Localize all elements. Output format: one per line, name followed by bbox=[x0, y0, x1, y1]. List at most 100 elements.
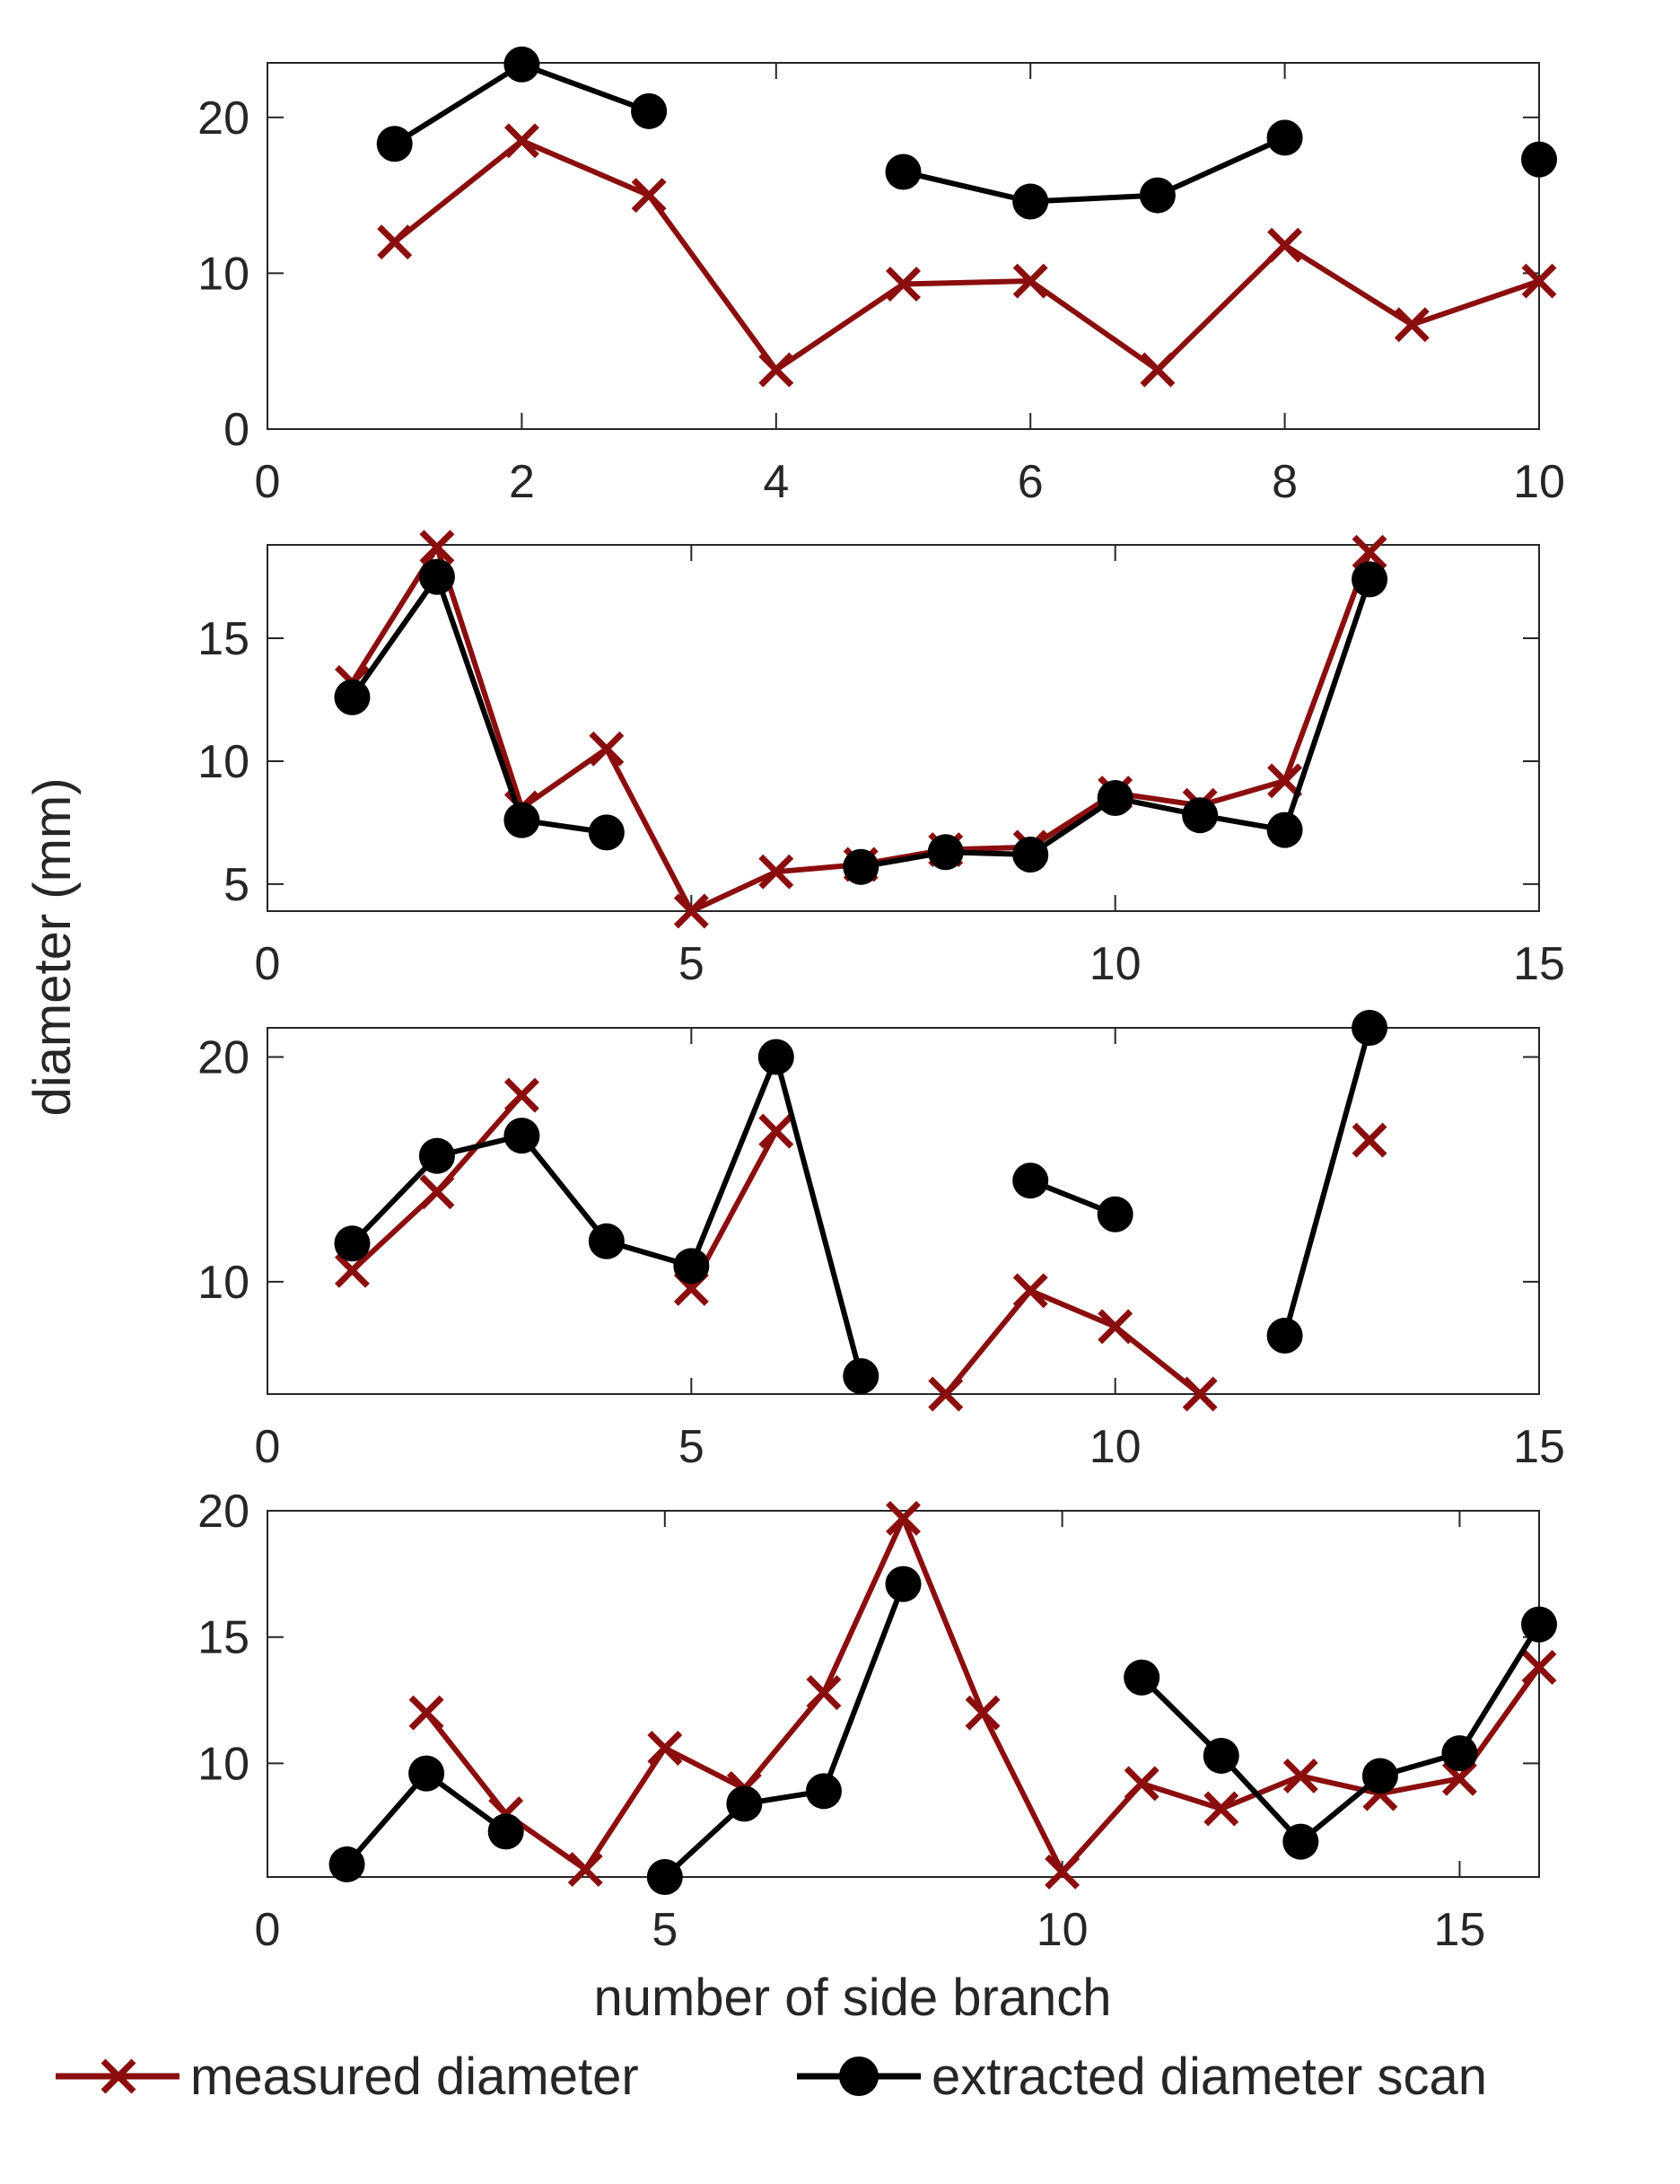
axes-box bbox=[267, 62, 1540, 430]
axes-box bbox=[267, 1027, 1540, 1395]
data-point-extracted bbox=[588, 814, 625, 851]
data-point-measured bbox=[1203, 1791, 1239, 1827]
x-tick-label: 5 bbox=[678, 1421, 704, 1473]
data-point-measured bbox=[631, 178, 667, 214]
data-point-extracted bbox=[1012, 837, 1049, 873]
data-point-measured bbox=[1012, 1273, 1048, 1309]
subplot-4: 0 5 10 15 10 15 20 bbox=[197, 1486, 1557, 1956]
data-point-measured bbox=[1012, 263, 1048, 299]
data-point-extracted bbox=[1097, 1196, 1133, 1232]
data-point-measured bbox=[567, 1852, 603, 1888]
data-point-extracted bbox=[805, 1773, 842, 1810]
data-point-measured bbox=[806, 1675, 842, 1711]
data-point-measured bbox=[886, 1500, 921, 1536]
data-point-extracted bbox=[1203, 1737, 1239, 1774]
legend-extracted-label: extracted diameter scan bbox=[932, 2048, 1487, 2106]
data-point-measured bbox=[334, 1252, 370, 1288]
data-point-extracted bbox=[418, 558, 455, 595]
data-point-extracted bbox=[503, 46, 540, 83]
x-axis-title: number of side branch bbox=[593, 1969, 1111, 2027]
x-tick-label: 0 bbox=[255, 456, 281, 508]
data-point-measured bbox=[886, 267, 921, 303]
x-tick-label: 15 bbox=[1513, 1421, 1565, 1473]
series-extracted bbox=[334, 1010, 1388, 1394]
x-tick-label: 5 bbox=[652, 1904, 678, 1956]
data-point-measured bbox=[1282, 1758, 1318, 1794]
data-point-extracted bbox=[376, 126, 413, 162]
series-line-extracted bbox=[350, 1054, 864, 1377]
data-point-measured bbox=[503, 1077, 539, 1113]
legend-measured-cross-icon bbox=[101, 2058, 136, 2094]
x-tick-label: 4 bbox=[763, 456, 789, 508]
data-point-measured bbox=[1124, 1766, 1159, 1802]
data-point-extracted bbox=[1097, 780, 1133, 817]
data-point-measured bbox=[1441, 1760, 1477, 1796]
data-point-extracted bbox=[673, 1248, 710, 1285]
data-point-measured bbox=[965, 1695, 1001, 1731]
legend-entry-measured: measured diameter bbox=[56, 2048, 639, 2106]
series-line-extracted bbox=[1140, 1623, 1542, 1845]
y-axis-title: diameter (mm) bbox=[23, 777, 82, 1116]
axes-box bbox=[267, 1510, 1540, 1878]
data-point-extracted bbox=[1521, 141, 1557, 178]
data-point-measured bbox=[408, 1695, 444, 1731]
x-tick-label: 5 bbox=[678, 938, 704, 990]
subplot-1: 0 2 4 6 8 10 0 10 20 bbox=[197, 46, 1565, 508]
x-tick-label: 10 bbox=[1089, 1421, 1142, 1473]
data-point-extracted bbox=[328, 1846, 365, 1882]
data-point-measured bbox=[758, 854, 794, 890]
data-point-measured bbox=[419, 530, 455, 566]
x-tick-label: 6 bbox=[1018, 456, 1044, 508]
y-tick-label: 10 bbox=[197, 1257, 249, 1309]
y-tick-label: 0 bbox=[223, 404, 249, 456]
data-point-measured bbox=[503, 123, 539, 159]
data-point-measured bbox=[1140, 352, 1176, 388]
y-tick-label: 20 bbox=[197, 1032, 249, 1084]
series-line-measured bbox=[392, 137, 1540, 373]
y-tick-label: 10 bbox=[197, 248, 249, 300]
x-tick-label: 10 bbox=[1513, 456, 1565, 508]
data-point-measured bbox=[758, 1113, 794, 1149]
series-measured bbox=[408, 1500, 1557, 1890]
data-point-measured bbox=[928, 1376, 964, 1412]
data-point-measured bbox=[1267, 227, 1303, 263]
data-point-extracted bbox=[885, 153, 922, 190]
x-tick-label: 15 bbox=[1434, 1904, 1486, 1956]
data-point-measured bbox=[758, 352, 794, 388]
series-line-extracted bbox=[902, 135, 1286, 205]
data-point-measured bbox=[1182, 1376, 1218, 1412]
data-point-extracted bbox=[1124, 1659, 1160, 1696]
data-point-extracted bbox=[1012, 183, 1049, 220]
data-point-extracted bbox=[1282, 1823, 1319, 1860]
data-point-extracted bbox=[1352, 1010, 1388, 1046]
y-tick-label: 5 bbox=[223, 859, 249, 911]
data-point-extracted bbox=[1266, 119, 1303, 156]
data-point-extracted bbox=[726, 1785, 763, 1822]
series-measured bbox=[334, 1077, 1387, 1412]
data-point-extracted bbox=[418, 1137, 455, 1174]
data-point-extracted bbox=[1361, 1758, 1398, 1794]
x-tick-label: 15 bbox=[1513, 938, 1565, 990]
x-tick-label: 10 bbox=[1089, 938, 1142, 990]
data-point-extracted bbox=[503, 1118, 540, 1154]
series-line-measured bbox=[350, 1093, 524, 1273]
data-point-measured bbox=[1267, 763, 1303, 799]
data-point-extracted bbox=[588, 1223, 625, 1259]
series-extracted bbox=[376, 46, 1557, 220]
data-point-measured bbox=[419, 1174, 455, 1210]
x-tick-label: 0 bbox=[255, 1904, 281, 1956]
data-point-extracted bbox=[1012, 1162, 1049, 1199]
series-extracted bbox=[328, 1566, 1557, 1895]
data-point-extracted bbox=[334, 679, 371, 715]
data-point-extracted bbox=[927, 834, 964, 871]
axes-box bbox=[267, 544, 1540, 912]
data-point-measured bbox=[589, 731, 625, 767]
data-point-extracted bbox=[843, 848, 879, 885]
series-extracted bbox=[334, 558, 1388, 885]
x-tick-label: 10 bbox=[1037, 1904, 1089, 1956]
data-point-extracted bbox=[1266, 1317, 1303, 1354]
series-line-measured bbox=[943, 1287, 1203, 1397]
